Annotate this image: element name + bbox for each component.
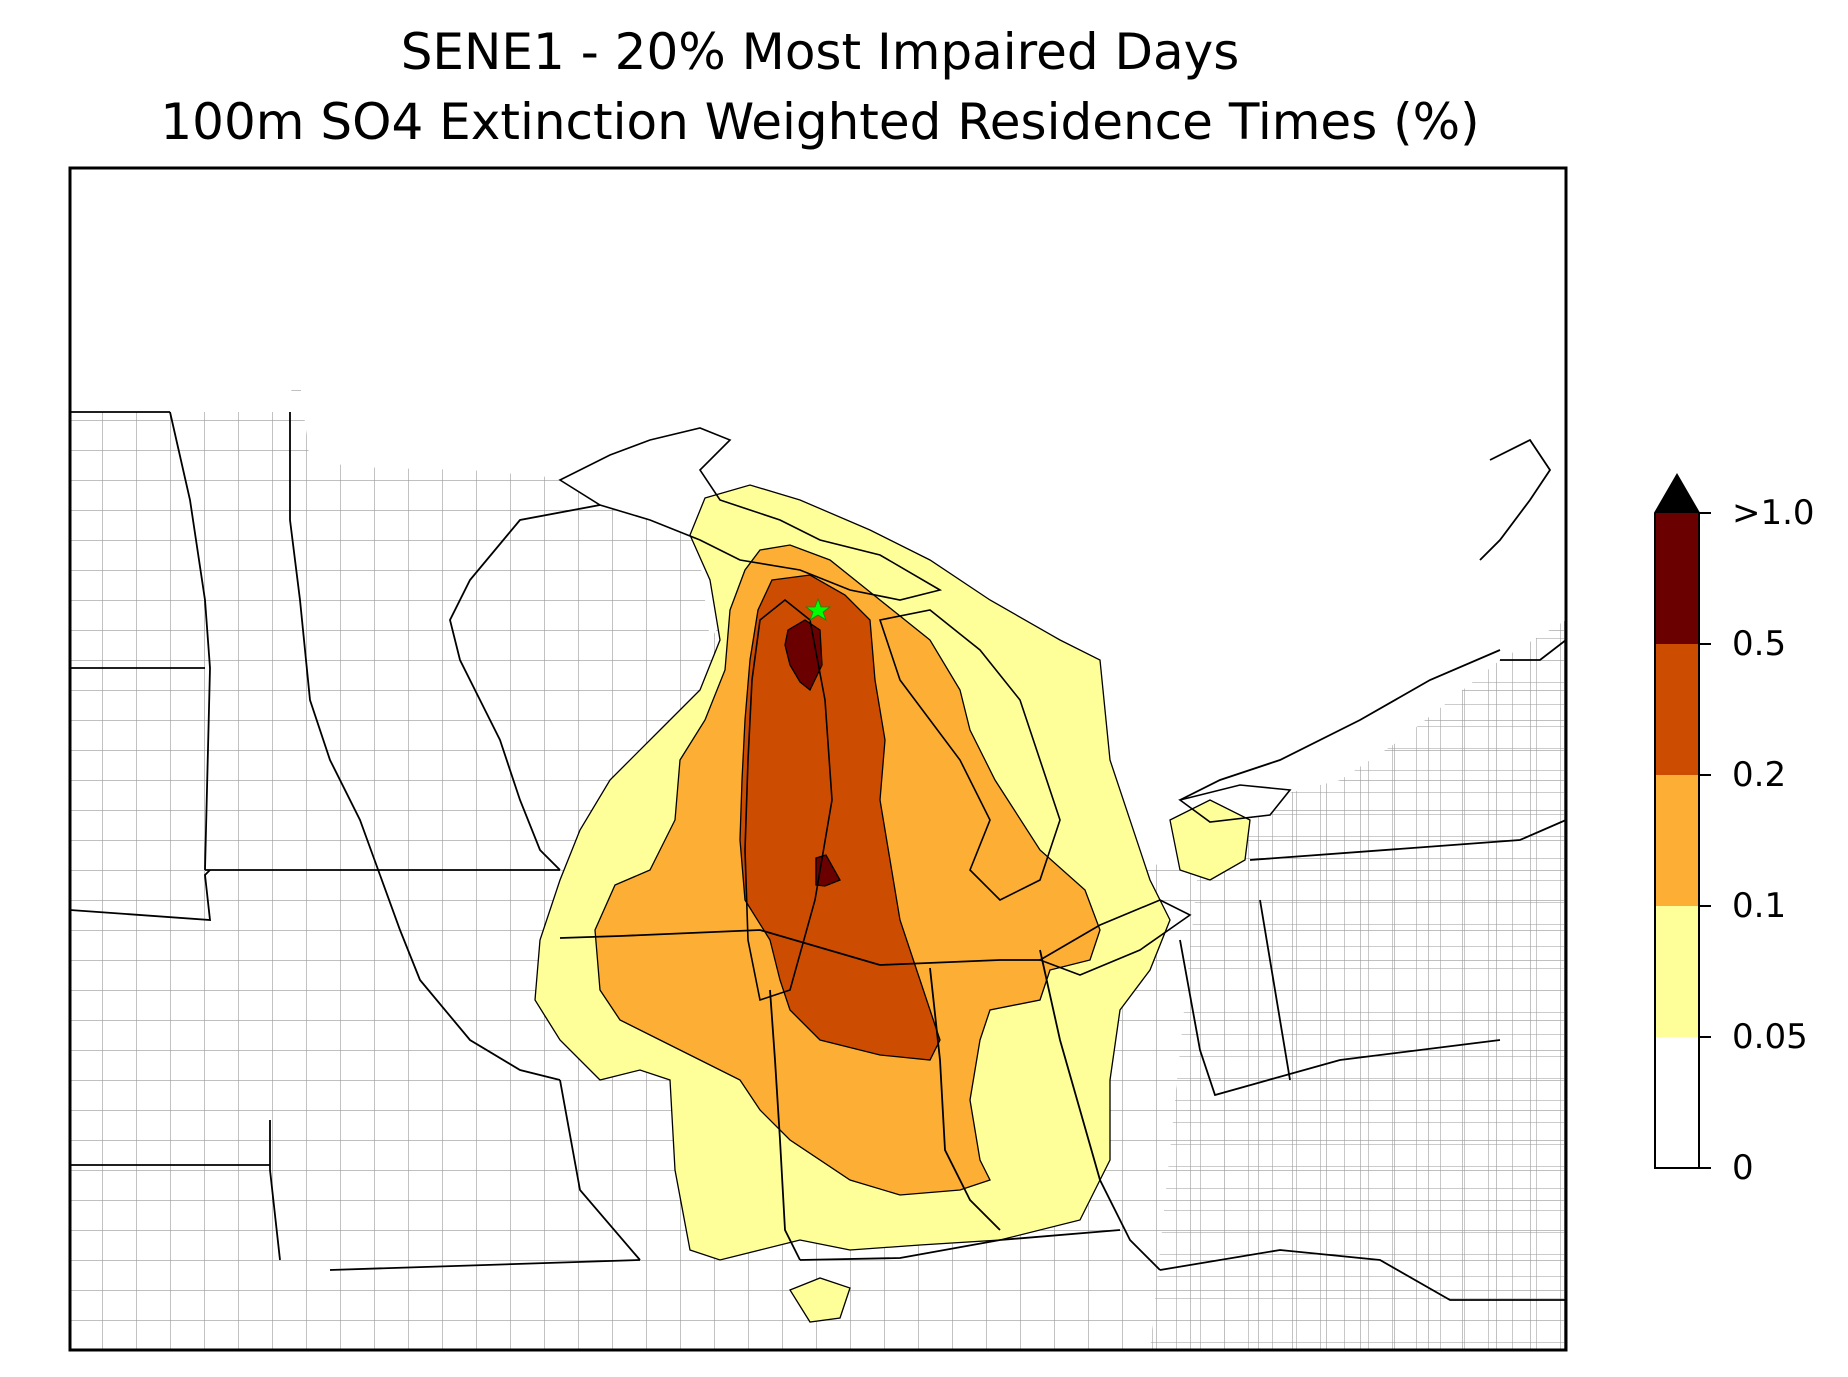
colorbar-extend-max: [1655, 475, 1699, 513]
colorbar-segment-3: [1655, 644, 1699, 775]
colorbar: [1654, 473, 1711, 1169]
map-frame: [68, 166, 1568, 1352]
colorbar-label-5: >1.0: [1732, 493, 1815, 533]
colorbar-label-1: 0.05: [1732, 1017, 1808, 1057]
colorbar-segment-2: [1655, 775, 1699, 906]
colorbar-outline: [1654, 473, 1700, 1169]
receptor-site-star: [804, 597, 832, 621]
contour-outlines: [534, 484, 1251, 1323]
east-land-counties: [1150, 620, 1566, 1350]
state-borders: [70, 411, 1566, 1301]
map-title-line-1: SENE1 - 20% Most Impaired Days: [400, 23, 1240, 81]
map-area: [70, 168, 1566, 1350]
map-title-line-2: 100m SO4 Extinction Weighted Residence T…: [160, 93, 1480, 151]
colorbar-segment-4: [1655, 513, 1699, 644]
colorbar-segment-0: [1655, 1037, 1699, 1168]
colorbar-label-3: 0.2: [1732, 755, 1787, 795]
colorbar-label-0: 0: [1732, 1148, 1754, 1188]
colorbar-label-4: 0.5: [1732, 624, 1787, 664]
colorbar-segment-1: [1655, 906, 1699, 1037]
colorbar-label-2: 0.1: [1732, 886, 1787, 926]
contour-fill-0-05-south: [790, 1278, 850, 1322]
